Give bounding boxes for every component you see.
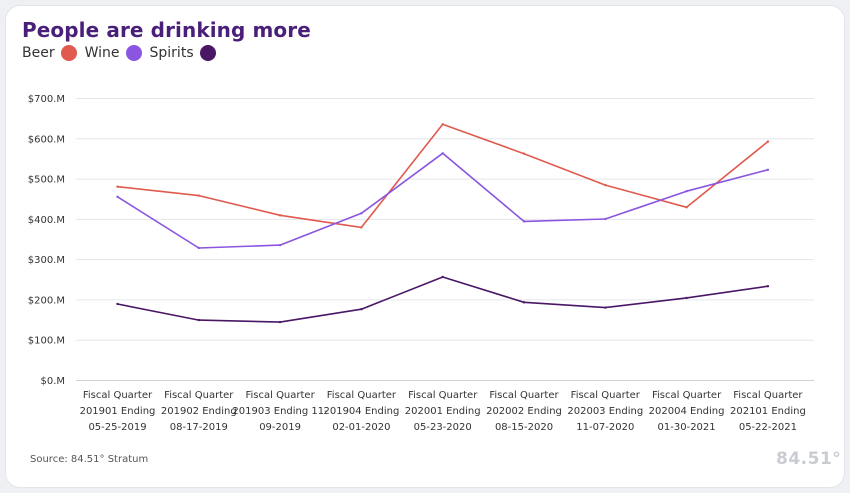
y-tick-label: $600.M bbox=[28, 134, 65, 145]
x-tick-label: Fiscal Quarter bbox=[327, 390, 397, 401]
data-point-wine bbox=[197, 246, 200, 250]
x-tick-label: 201903 Ending 11- bbox=[232, 406, 328, 417]
x-tick-label: Fiscal Quarter bbox=[83, 390, 153, 401]
data-point-beer bbox=[604, 183, 607, 187]
x-tick-label: Fiscal Quarter bbox=[733, 390, 803, 401]
data-point-spirits bbox=[522, 301, 526, 304]
x-tick-label: 201901 Ending bbox=[80, 406, 156, 417]
data-point-spirits bbox=[604, 306, 607, 309]
x-tick-label: Fiscal Quarter bbox=[652, 390, 722, 401]
data-point-wine bbox=[604, 217, 607, 221]
y-tick-label: $700.M bbox=[28, 94, 65, 105]
legend-item-beer[interactable]: Beer bbox=[22, 45, 77, 61]
legend-label-spirits: Spirits bbox=[149, 45, 194, 61]
y-tick-label: $200.M bbox=[28, 295, 65, 306]
legend-swatch-beer bbox=[60, 45, 77, 61]
x-tick-label: Fiscal Quarter bbox=[245, 390, 315, 401]
data-point-beer bbox=[278, 214, 282, 217]
x-tick-label: Fiscal Quarter bbox=[408, 390, 478, 401]
data-point-wine bbox=[766, 168, 770, 172]
data-point-wine bbox=[116, 195, 119, 198]
x-tick-label: 08-15-2020 bbox=[495, 422, 553, 433]
x-tick-label: 202002 Ending bbox=[486, 406, 562, 417]
legend-swatch-wine bbox=[125, 45, 142, 61]
legend-item-wine[interactable]: Wine bbox=[85, 45, 142, 61]
data-point-wine bbox=[278, 243, 282, 247]
data-point-wine bbox=[522, 220, 526, 223]
data-point-wine bbox=[685, 189, 688, 193]
y-tick-label: $100.M bbox=[28, 336, 65, 347]
x-tick-label: 201904 Ending bbox=[323, 406, 399, 417]
data-point-beer bbox=[360, 226, 363, 229]
data-point-spirits bbox=[441, 275, 444, 279]
brand-logo: 84.51° bbox=[776, 449, 842, 469]
x-tick-label: 11-07-2020 bbox=[576, 422, 634, 433]
series-line-beer bbox=[116, 123, 769, 229]
chart-title: People are drinking more bbox=[22, 18, 311, 42]
y-tick-label: $400.M bbox=[28, 215, 65, 226]
data-point-beer bbox=[116, 185, 119, 188]
data-point-beer bbox=[685, 206, 688, 209]
data-point-spirits bbox=[116, 302, 119, 306]
x-tick-label: Fiscal Quarter bbox=[489, 390, 559, 401]
x-tick-label: 01-30-2021 bbox=[658, 422, 716, 433]
x-tick-label: 05-23-2020 bbox=[414, 422, 472, 433]
data-point-spirits bbox=[278, 320, 282, 324]
chart-card bbox=[6, 6, 844, 487]
data-point-spirits bbox=[360, 307, 363, 311]
x-tick-label: 202004 Ending bbox=[649, 406, 725, 417]
legend-swatch-spirits bbox=[199, 45, 216, 61]
series-line-wine bbox=[116, 152, 769, 249]
x-tick-label: Fiscal Quarter bbox=[571, 390, 641, 401]
source-note: Source: 84.51° Stratum bbox=[30, 454, 149, 465]
x-tick-label: 202001 Ending bbox=[405, 406, 481, 417]
y-tick-label: $0.M bbox=[40, 376, 65, 387]
data-point-beer bbox=[441, 123, 444, 126]
legend-item-spirits[interactable]: Spirits bbox=[150, 45, 216, 61]
x-tick-label: Fiscal Quarter bbox=[164, 390, 234, 401]
data-point-spirits bbox=[197, 318, 200, 322]
x-tick-label: 201902 Ending bbox=[161, 406, 237, 417]
y-tick-label: $300.M bbox=[28, 255, 65, 266]
y-tick-label: $500.M bbox=[28, 175, 65, 186]
x-tick-label: 09-2019 bbox=[259, 422, 301, 433]
x-tick-label: 202101 Ending bbox=[730, 406, 806, 417]
data-point-spirits bbox=[685, 296, 688, 300]
legend: Beer Wine Spirits bbox=[22, 45, 224, 61]
x-tick-label: 08-17-2019 bbox=[170, 422, 228, 433]
x-tick-label: 202003 Ending bbox=[567, 406, 643, 417]
x-tick-label: 02-01-2020 bbox=[332, 422, 390, 433]
data-point-beer bbox=[766, 140, 770, 143]
x-tick-label: 05-25-2019 bbox=[88, 422, 146, 433]
legend-label-beer: Beer bbox=[22, 45, 55, 61]
data-point-wine bbox=[360, 212, 363, 215]
legend-label-wine: Wine bbox=[84, 45, 120, 61]
x-tick-label: 05-22-2021 bbox=[739, 422, 797, 433]
data-point-beer bbox=[522, 152, 526, 155]
data-point-spirits bbox=[766, 285, 770, 288]
data-point-beer bbox=[197, 194, 200, 197]
data-point-wine bbox=[441, 152, 444, 155]
